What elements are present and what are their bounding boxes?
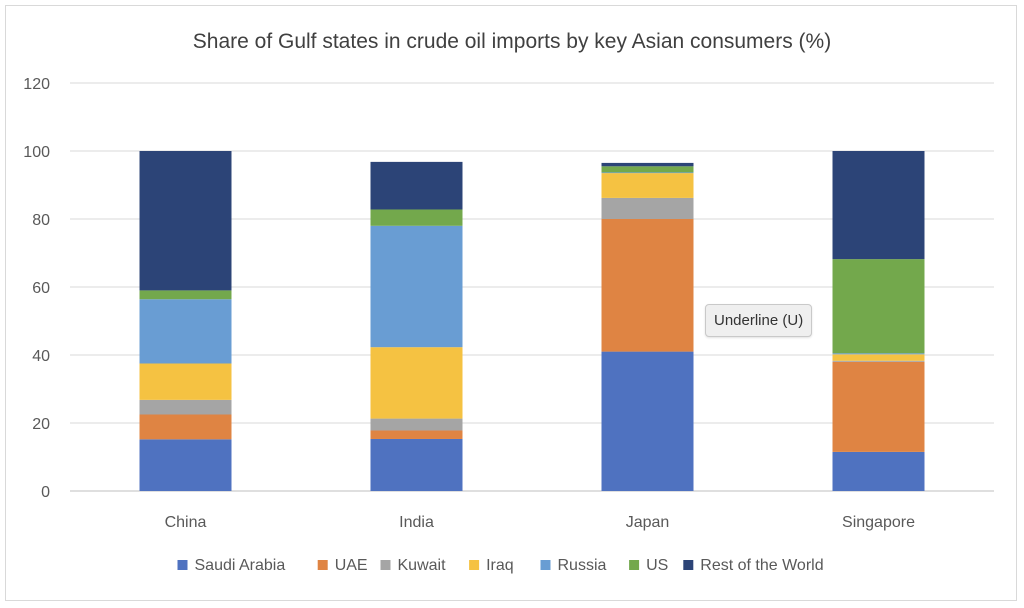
bar-segment (139, 363, 232, 400)
y-tick-label: 100 (23, 144, 50, 161)
bar-segment (139, 399, 232, 415)
bar-segment (601, 219, 694, 352)
x-tick-label: Japan (626, 514, 670, 531)
legend-swatch (540, 560, 551, 570)
y-tick-label: 40 (32, 348, 50, 365)
legend-swatch (177, 560, 188, 570)
bar-segment (832, 151, 925, 260)
legend-label: Saudi Arabia (195, 557, 286, 574)
bar-segment (370, 418, 463, 431)
bar-segment (139, 290, 232, 300)
legend-label: Kuwait (398, 557, 447, 574)
y-tick-label: 120 (23, 76, 50, 93)
bar-segment (601, 166, 694, 173)
y-tick-label: 20 (32, 416, 50, 433)
bar-segment (832, 451, 925, 491)
bar-segment (832, 361, 925, 452)
legend: Saudi Arabia UAE Kuwait Iraq Russia US Rest of… (177, 557, 824, 574)
legend-label: Rest of the World (700, 557, 823, 574)
legend-swatch (683, 560, 694, 570)
x-tick-label: China (165, 514, 207, 531)
x-tick-label: Singapore (842, 514, 915, 531)
bar-segment (139, 299, 232, 364)
bar-segment (370, 438, 463, 491)
bar-segment (601, 197, 694, 219)
bar-segment (601, 172, 694, 174)
bar-segment (832, 360, 925, 362)
y-tick-label: 80 (32, 212, 50, 229)
legend-swatch (380, 560, 391, 570)
legend-swatch (317, 560, 328, 570)
bars (139, 151, 925, 491)
legend-swatch (629, 560, 640, 570)
bar-segment (370, 161, 463, 210)
legend-label: UAE (335, 557, 368, 574)
legend-label: US (646, 557, 668, 574)
bar-segment (601, 162, 694, 167)
y-tick-label: 60 (32, 280, 50, 297)
bar-segment (832, 353, 925, 355)
legend-label: Iraq (486, 557, 514, 574)
bar-segment (601, 351, 694, 491)
y-tick-label: 0 (41, 484, 50, 501)
bar-segment (370, 430, 463, 439)
bar-segment (832, 354, 925, 361)
y-axis-ticks: 0 20 40 60 80 100 120 (23, 76, 50, 501)
x-tick-label: India (399, 514, 434, 531)
legend-label: Russia (558, 557, 607, 574)
bar-segment (370, 225, 463, 348)
chart-title: Share of Gulf states in crude oil import… (192, 30, 832, 53)
bar-segment (139, 151, 232, 291)
legend-swatch (469, 560, 480, 570)
bar-segment (370, 347, 463, 419)
bar-segment (139, 414, 232, 440)
bar-segment (601, 173, 694, 198)
bar-segment (832, 259, 925, 354)
bar-segment (370, 209, 463, 226)
bar-segment (139, 439, 232, 491)
x-axis-ticks: China India Japan Singapore (165, 514, 915, 531)
tooltip-underline: Underline (U) (705, 304, 813, 337)
